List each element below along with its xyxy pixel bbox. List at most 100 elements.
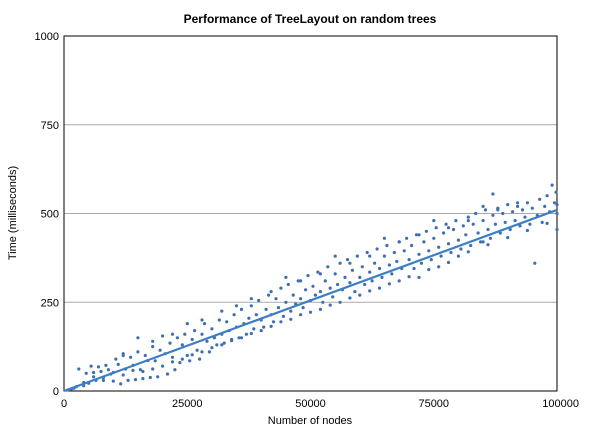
data-point-110 (343, 275, 347, 279)
data-point-200 (491, 192, 495, 196)
data-point-11 (99, 369, 103, 374)
data-point-236 (348, 296, 352, 300)
data-point-149 (439, 254, 443, 258)
data-point-17 (114, 357, 118, 361)
data-point-187 (533, 261, 537, 265)
data-point-73 (252, 327, 256, 331)
data-point-238 (387, 282, 391, 286)
data-point-265 (368, 254, 372, 258)
data-point-94 (304, 288, 308, 292)
data-point-85 (281, 314, 285, 318)
data-point-42 (175, 336, 179, 340)
data-point-34 (156, 375, 160, 379)
data-point-10 (96, 365, 101, 369)
data-point-189 (538, 197, 542, 201)
data-point-184 (525, 201, 530, 205)
data-point-33 (153, 359, 157, 363)
data-point-111 (345, 258, 350, 262)
data-point-29 (143, 353, 147, 358)
data-point-124 (377, 266, 382, 271)
data-point-102 (323, 279, 327, 283)
data-point-152 (446, 242, 451, 246)
data-point-78 (264, 307, 268, 311)
data-point-98 (313, 293, 317, 297)
data-point-196 (555, 211, 559, 216)
data-point-179 (513, 219, 517, 223)
data-point-255 (121, 352, 125, 356)
data-point-216 (180, 357, 184, 361)
data-point-169 (488, 236, 492, 240)
data-point-234 (308, 310, 313, 314)
data-point-146 (432, 236, 436, 240)
data-point-138 (412, 266, 416, 271)
data-point-257 (170, 332, 175, 336)
data-point-61 (222, 341, 226, 345)
data-point-212 (259, 329, 263, 333)
data-point-35 (158, 348, 162, 352)
data-point-116 (358, 275, 362, 279)
data-point-209 (318, 307, 322, 311)
data-point-32 (151, 345, 155, 349)
data-point-39 (168, 341, 172, 345)
data-point-53 (202, 322, 207, 326)
data-point-13 (104, 363, 108, 367)
data-point-214 (220, 343, 224, 347)
x-tick-label-2: 50000 (295, 398, 326, 410)
data-point-74 (254, 313, 258, 317)
data-point-126 (382, 254, 386, 258)
trendline-group (63, 208, 558, 393)
y-tick-labels: 0 250 500 750 1000 (35, 31, 59, 398)
data-point-195 (552, 201, 557, 205)
data-point-163 (474, 211, 478, 216)
data-point-121 (370, 279, 374, 283)
data-point-258 (200, 318, 204, 322)
data-point-147 (434, 226, 438, 230)
data-point-107 (336, 282, 340, 287)
data-point-205 (397, 279, 401, 283)
data-point-65 (232, 313, 236, 317)
data-point-247 (234, 304, 239, 308)
data-point-192 (545, 194, 549, 198)
data-point-249 (333, 254, 337, 258)
data-point-75 (257, 298, 261, 303)
data-point-217 (161, 364, 165, 368)
data-point-100 (318, 290, 322, 294)
data-point-266 (397, 240, 401, 244)
data-point-269 (466, 219, 470, 223)
data-point-41 (173, 368, 177, 372)
data-point-175 (503, 220, 507, 224)
data-point-245 (525, 228, 530, 233)
data-point-268 (446, 226, 451, 230)
x-tick-label-4: 100000 (542, 398, 579, 410)
data-point-125 (380, 275, 384, 279)
data-point-207 (358, 293, 362, 297)
data-point-215 (200, 350, 204, 354)
data-point-71 (247, 316, 251, 320)
data-point-62 (225, 320, 229, 324)
data-point-203 (437, 265, 441, 269)
data-point-198 (555, 203, 559, 207)
data-point-177 (508, 227, 512, 232)
data-point-252 (481, 204, 485, 208)
data-point-135 (405, 236, 409, 240)
data-point-128 (387, 263, 391, 267)
trendline (63, 208, 558, 393)
data-point-59 (217, 318, 221, 322)
data-point-171 (493, 222, 497, 226)
data-point-58 (215, 343, 219, 347)
data-point-16 (111, 379, 115, 383)
data-point-101 (321, 300, 325, 304)
y-tick-label-1: 250 (41, 297, 59, 309)
data-point-166 (481, 219, 485, 223)
data-point-201 (481, 240, 485, 244)
data-point-150 (442, 231, 446, 235)
data-points (66, 183, 559, 392)
data-point-22 (126, 378, 130, 382)
data-point-246 (545, 221, 549, 225)
data-point-93 (301, 306, 305, 310)
data-point-167 (483, 208, 488, 212)
data-point-181 (518, 224, 522, 228)
data-point-176 (506, 203, 510, 207)
y-tick-label-0: 0 (53, 386, 59, 398)
data-point-168 (486, 227, 490, 232)
